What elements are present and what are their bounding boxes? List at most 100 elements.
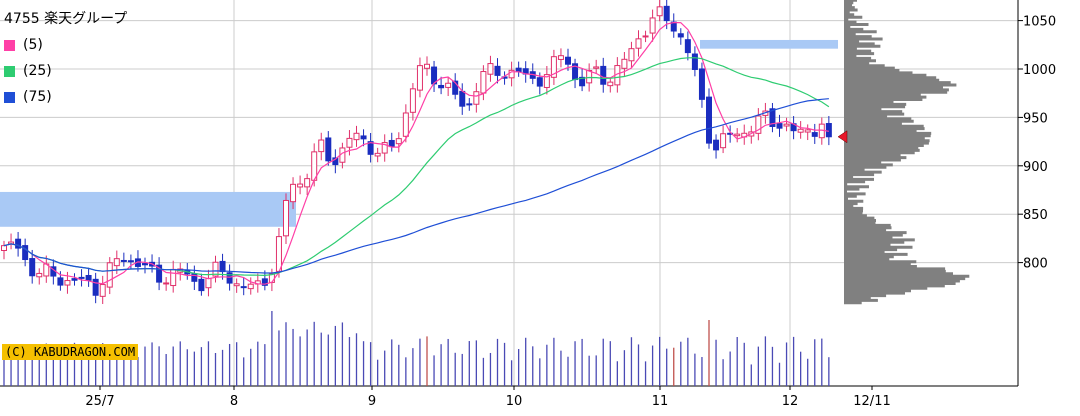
candle-body-45 xyxy=(318,139,325,153)
candle-body-39 xyxy=(275,236,282,272)
candle-body-69 xyxy=(487,63,494,75)
candle-body-9 xyxy=(64,280,71,286)
x-tick-label-6: 12/11 xyxy=(853,394,890,409)
candle-body-34 xyxy=(240,286,247,289)
candle-body-57 xyxy=(402,112,409,137)
x-tick-label-4: 11 xyxy=(652,394,669,409)
candle-body-63 xyxy=(445,82,452,88)
x-tick-label-1: 8 xyxy=(230,394,238,409)
candle-body-102 xyxy=(720,133,727,149)
chart-title: 4755 楽天グループ xyxy=(4,6,127,32)
candle-body-18 xyxy=(127,260,134,263)
volume-profile xyxy=(844,0,970,305)
candle-body-104 xyxy=(734,133,741,137)
title-text: 4755 楽天グループ xyxy=(4,11,128,27)
candle-body-8 xyxy=(57,277,64,286)
candle-body-41 xyxy=(290,183,297,203)
candle-body-50 xyxy=(353,132,360,141)
x-tick-label-5: 12 xyxy=(782,394,799,409)
candle-body-115 xyxy=(811,132,818,137)
candle-body-2 xyxy=(15,238,22,249)
candle-body-98 xyxy=(691,53,698,70)
candle-body-84 xyxy=(593,66,600,69)
candle-body-30 xyxy=(212,261,219,277)
candle-body-22 xyxy=(156,264,163,283)
ma25-line xyxy=(3,57,830,277)
candle-body-68 xyxy=(480,71,487,94)
candle-body-90 xyxy=(635,38,642,49)
candle-body-43 xyxy=(304,178,311,188)
candle-body-51 xyxy=(360,135,367,140)
candle-body-5 xyxy=(36,272,43,278)
candle-body-113 xyxy=(797,128,804,133)
candle-body-52 xyxy=(367,141,374,155)
candle-body-42 xyxy=(297,183,304,188)
candle-body-94 xyxy=(663,5,670,22)
candle-body-55 xyxy=(388,139,395,148)
candle-body-109 xyxy=(769,108,776,127)
candle-body-85 xyxy=(600,65,607,85)
candle-body-11 xyxy=(78,276,85,279)
candle-body-66 xyxy=(466,103,473,106)
candle-body-83 xyxy=(586,69,593,84)
candle-body-62 xyxy=(438,84,445,89)
legend: 4755 楽天グループ (5) (25) (75) xyxy=(4,6,127,110)
candle-body-89 xyxy=(628,48,635,62)
candle-body-20 xyxy=(142,263,148,266)
y-tick-label-5: 800 xyxy=(1023,257,1048,272)
y-tick-label-3: 900 xyxy=(1023,160,1048,175)
candle-body-33 xyxy=(233,283,240,287)
x-tick-label-0: 25/7 xyxy=(85,394,114,409)
y-tick-label-1: 1000 xyxy=(1023,63,1056,78)
candle-body-14 xyxy=(99,284,106,297)
candle-body-53 xyxy=(374,152,381,157)
watermark: (C) KABUDRAGON.COM xyxy=(2,344,139,360)
candle-body-64 xyxy=(452,80,459,95)
y-tick-label-4: 850 xyxy=(1023,208,1048,223)
candle-body-15 xyxy=(106,262,113,288)
candle-body-23 xyxy=(163,282,170,285)
candle-body-28 xyxy=(198,278,205,292)
candle-body-99 xyxy=(698,68,705,100)
candle-body-12 xyxy=(85,274,92,281)
candle-body-67 xyxy=(473,91,480,105)
last-price-marker xyxy=(837,130,848,144)
price-band-1 xyxy=(700,39,838,49)
candle-body-73 xyxy=(515,67,522,73)
legend-item-ma25: (25) xyxy=(4,58,127,84)
candle-body-93 xyxy=(656,6,663,17)
candle-body-60 xyxy=(424,63,430,69)
candle-body-37 xyxy=(261,278,268,286)
candle-body-101 xyxy=(713,139,720,151)
candle-body-59 xyxy=(416,65,423,91)
candle-body-35 xyxy=(247,283,254,290)
ma75-swatch xyxy=(4,91,15,103)
candle-body-46 xyxy=(325,137,332,162)
y-tick-label-0: 1050 xyxy=(1023,15,1056,30)
candle-body-79 xyxy=(557,55,564,60)
candle-body-78 xyxy=(550,56,557,78)
candle-body-3 xyxy=(22,245,29,261)
candle-body-111 xyxy=(783,123,790,127)
y-tick-label-2: 950 xyxy=(1023,111,1048,126)
ma5-label: (5) xyxy=(23,37,43,53)
candle-body-107 xyxy=(755,115,762,134)
ma25-label: (25) xyxy=(23,63,52,79)
candle-body-82 xyxy=(579,76,586,87)
price-band-0 xyxy=(0,191,296,227)
candle-body-24 xyxy=(170,268,177,287)
candle-body-110 xyxy=(776,123,783,129)
candle-body-70 xyxy=(494,65,501,76)
candle-body-29 xyxy=(205,277,212,289)
candle-body-92 xyxy=(649,17,656,34)
legend-item-ma5: (5) xyxy=(4,32,127,58)
candle-body-47 xyxy=(332,157,339,166)
ma5-swatch xyxy=(4,39,15,51)
candle-body-0 xyxy=(1,245,7,252)
candle-body-114 xyxy=(804,129,811,133)
candle-body-80 xyxy=(565,56,571,65)
candle-body-97 xyxy=(684,39,691,54)
candle-body-32 xyxy=(226,272,233,284)
candle-body-49 xyxy=(346,137,353,148)
